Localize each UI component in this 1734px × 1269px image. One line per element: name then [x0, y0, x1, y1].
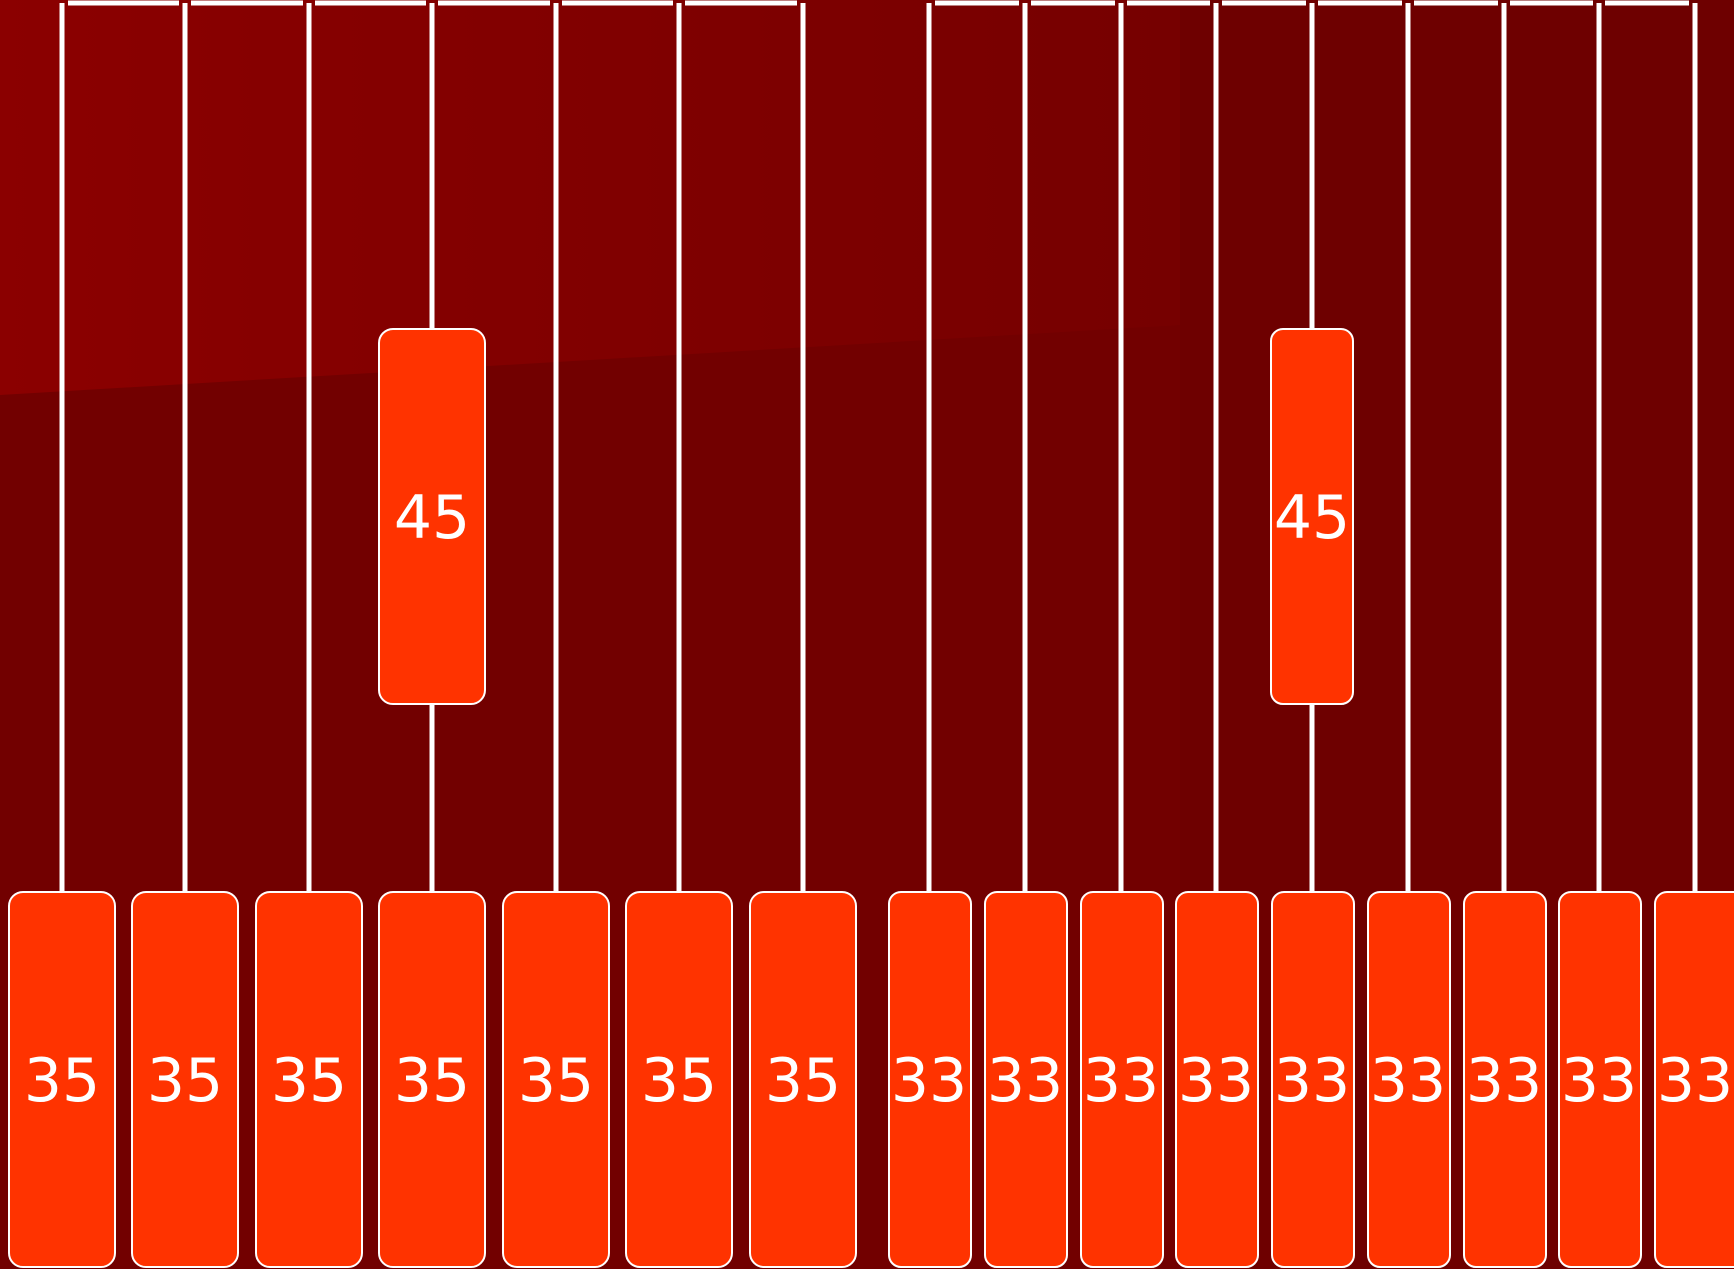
lower-chip-body [625, 891, 733, 1268]
lower-chip-label: 35 [271, 1046, 347, 1116]
lower-chip: 33 [1271, 891, 1355, 1268]
lower-chip: 35 [131, 891, 239, 1268]
background-upper-band [0, 0, 1180, 395]
background-right-shade [1180, 0, 1734, 1269]
lower-chip-label: 35 [24, 1046, 100, 1116]
lower-chip-body [1080, 891, 1164, 1268]
lower-chip: 35 [749, 891, 857, 1268]
lower-chip-label: 33 [1274, 1046, 1350, 1116]
lower-chip-label: 33 [1466, 1046, 1542, 1116]
lower-chip: 35 [625, 891, 733, 1268]
upper-chip-label: 45 [394, 483, 470, 553]
lower-chip-body [1558, 891, 1642, 1268]
lower-chip-label: 35 [147, 1046, 223, 1116]
straps [59, 3, 1698, 892]
lower-chip: 33 [1080, 891, 1164, 1268]
lower-chip-body [378, 891, 486, 1268]
lower-chip-body [984, 891, 1068, 1268]
lower-chip-label: 35 [518, 1046, 594, 1116]
lower-chip-label: 33 [987, 1046, 1063, 1116]
lower-chip: 33 [1367, 891, 1451, 1268]
lower-chip-body [1175, 891, 1259, 1268]
lower-chip-label: 33 [1561, 1046, 1637, 1116]
upper-chip-body [378, 328, 486, 705]
lower-chip: 33 [1654, 891, 1734, 1268]
upper-chip-row: 45 45 [378, 328, 1354, 705]
lower-chip-row: 35 35 35 35 35 35 35 33 [8, 891, 1734, 1268]
lower-chip-body [8, 891, 116, 1268]
lower-chip-label: 33 [1178, 1046, 1254, 1116]
lower-chip-label: 33 [1657, 1046, 1733, 1116]
lower-chip-body [1654, 891, 1734, 1268]
lower-chip-body [888, 891, 972, 1268]
lower-chip: 33 [984, 891, 1068, 1268]
upper-chip: 45 [378, 328, 486, 705]
lower-chip-label: 33 [891, 1046, 967, 1116]
lower-chip-label: 35 [765, 1046, 841, 1116]
lower-chip: 33 [1463, 891, 1547, 1268]
lower-chip-body [502, 891, 610, 1268]
upper-chip-body [1270, 328, 1354, 705]
upper-chip-label: 45 [1274, 483, 1350, 553]
lower-chip: 33 [888, 891, 972, 1268]
lower-chip: 35 [378, 891, 486, 1268]
lower-chip-label: 33 [1083, 1046, 1159, 1116]
upper-chip: 45 [1270, 328, 1354, 705]
lower-chip: 35 [255, 891, 363, 1268]
lower-chip-body [1463, 891, 1547, 1268]
lower-chip-body [749, 891, 857, 1268]
lower-chip: 33 [1175, 891, 1259, 1268]
lower-chip-body [1271, 891, 1355, 1268]
lower-chip-body [131, 891, 239, 1268]
lower-chip-body [255, 891, 363, 1268]
lower-chip-label: 33 [1370, 1046, 1446, 1116]
lower-chip: 33 [1558, 891, 1642, 1268]
lower-chip-label: 35 [641, 1046, 717, 1116]
lower-chip-label: 35 [394, 1046, 470, 1116]
lower-chip: 35 [502, 891, 610, 1268]
lower-chip-body [1367, 891, 1451, 1268]
lower-chip: 35 [8, 891, 116, 1268]
